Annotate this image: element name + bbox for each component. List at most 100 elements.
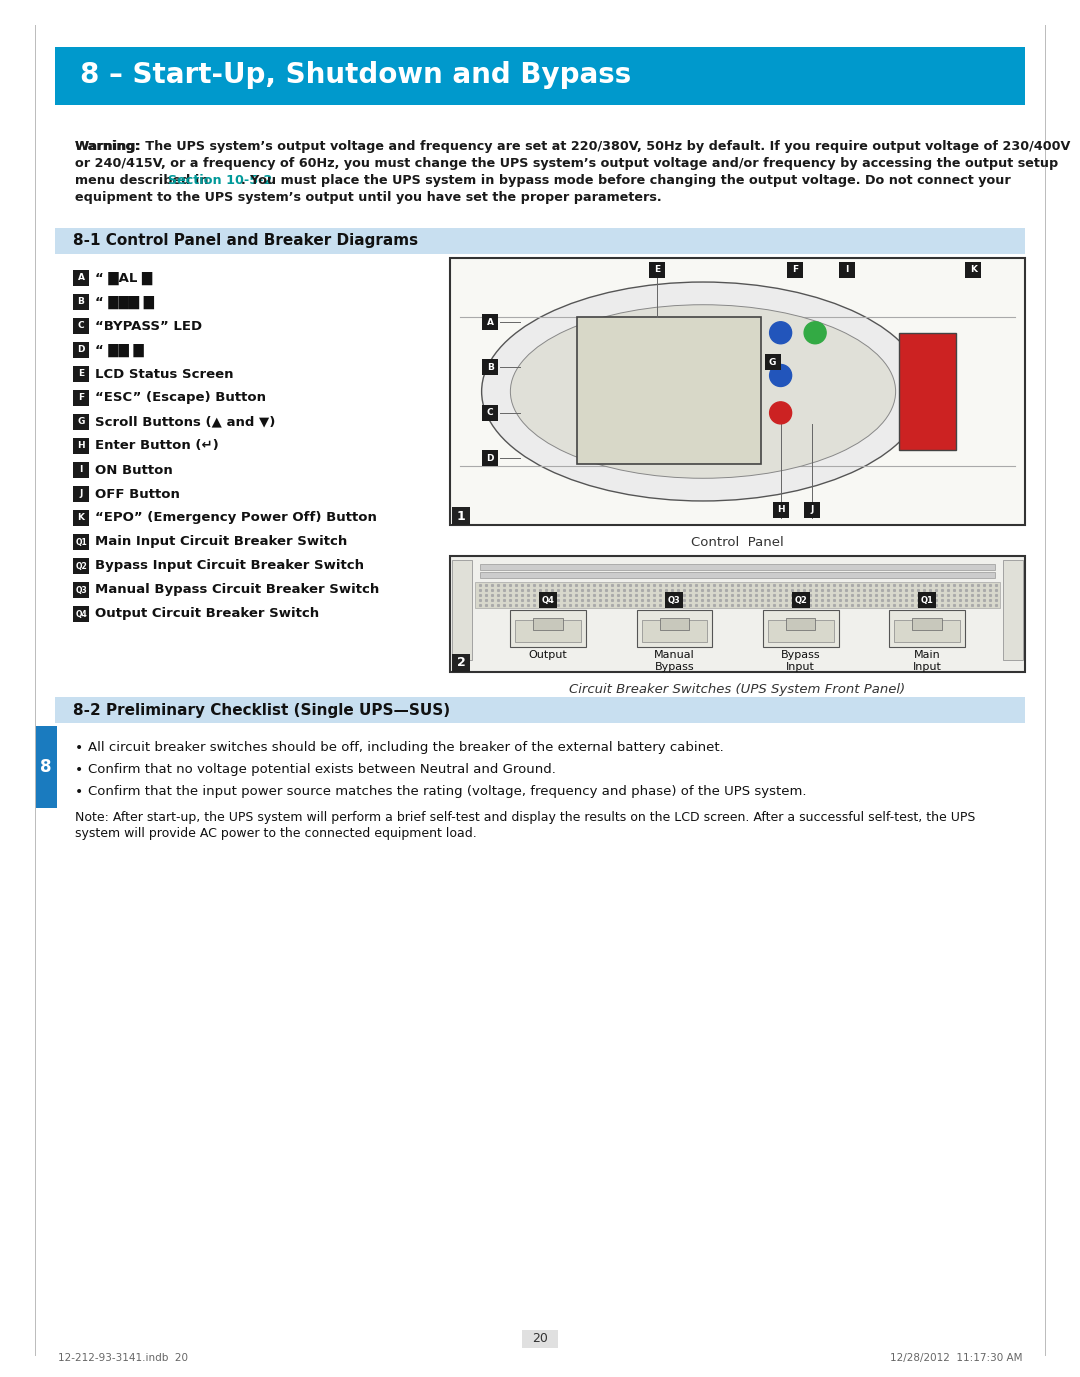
Text: 12/28/2012  11:17:30 AM: 12/28/2012 11:17:30 AM <box>890 1354 1022 1363</box>
Bar <box>450 556 1025 672</box>
Bar <box>73 390 89 406</box>
Text: “ESC” (Escape) Button: “ESC” (Escape) Button <box>95 391 266 405</box>
Bar <box>453 560 472 660</box>
Text: Q3: Q3 <box>669 595 680 605</box>
Text: A: A <box>487 318 494 326</box>
Text: K: K <box>78 514 84 522</box>
Text: Q2: Q2 <box>76 562 86 570</box>
Bar <box>786 618 815 631</box>
Text: Confirm that the input power source matches the rating (voltage, frequency and p: Confirm that the input power source matc… <box>87 785 807 799</box>
Text: Scroll Buttons (▲ and ▼): Scroll Buttons (▲ and ▼) <box>95 416 275 428</box>
Text: 8-2 Preliminary Checklist (Single UPS—SUS): 8-2 Preliminary Checklist (Single UPS—SU… <box>73 702 450 717</box>
Text: Enter Button (↵): Enter Button (↵) <box>95 439 219 453</box>
Text: F: F <box>78 394 84 402</box>
Text: J: J <box>79 489 83 498</box>
Text: C: C <box>487 409 494 417</box>
Text: Q2: Q2 <box>794 595 807 605</box>
Text: E: E <box>653 266 660 274</box>
Text: LCD Status Screen: LCD Status Screen <box>95 368 233 380</box>
Text: Q4: Q4 <box>76 610 86 618</box>
Bar <box>899 333 956 450</box>
Text: G: G <box>769 358 777 366</box>
Bar <box>480 565 995 570</box>
Text: •: • <box>75 741 83 755</box>
Bar <box>894 620 960 642</box>
Bar <box>649 262 665 278</box>
Bar <box>73 534 89 549</box>
Text: C: C <box>78 321 84 330</box>
Text: Q4: Q4 <box>542 595 554 605</box>
Text: . You must place the UPS system in bypass mode before changing the output voltag: . You must place the UPS system in bypas… <box>241 174 1011 187</box>
Text: or 240/415V, or a frequency of 60Hz, you must change the UPS system’s output vol: or 240/415V, or a frequency of 60Hz, you… <box>75 157 1058 169</box>
Text: K: K <box>970 266 976 274</box>
Text: 1: 1 <box>457 509 465 522</box>
Text: Output Circuit Breaker Switch: Output Circuit Breaker Switch <box>95 607 319 621</box>
Text: 8 – Start-Up, Shutdown and Bypass: 8 – Start-Up, Shutdown and Bypass <box>80 61 631 90</box>
Text: G: G <box>78 417 84 427</box>
Bar <box>55 229 1025 253</box>
Text: Section 10-5-2: Section 10-5-2 <box>168 174 272 187</box>
Text: Warning:: Warning: <box>75 140 140 153</box>
Bar <box>772 503 788 518</box>
Text: Circuit Breaker Switches (UPS System Front Panel): Circuit Breaker Switches (UPS System Fro… <box>569 683 905 697</box>
Bar <box>792 592 810 609</box>
Text: ON Button: ON Button <box>95 464 173 476</box>
Text: All circuit breaker switches should be off, including the breaker of the externa: All circuit breaker switches should be o… <box>87 741 724 755</box>
Bar <box>453 654 470 672</box>
Bar <box>73 318 89 335</box>
Bar <box>483 359 498 376</box>
Text: “ █AL █: “ █AL █ <box>95 271 152 285</box>
Bar <box>73 438 89 454</box>
Bar <box>55 47 1025 105</box>
Bar <box>73 295 89 310</box>
Text: equipment to the UPS system’s output until you have set the proper parameters.: equipment to the UPS system’s output unt… <box>75 191 662 204</box>
Text: I: I <box>845 266 849 274</box>
Text: Q3: Q3 <box>76 585 86 595</box>
Text: 12-212-93-3141.indb  20: 12-212-93-3141.indb 20 <box>58 1354 188 1363</box>
Bar <box>787 262 804 278</box>
Text: Control  Panel: Control Panel <box>691 537 784 549</box>
Bar <box>73 486 89 503</box>
Text: 20: 20 <box>532 1333 548 1345</box>
Text: Warning: The UPS system’s output voltage and frequency are set at 220/380V, 50Hz: Warning: The UPS system’s output voltage… <box>75 140 1070 153</box>
Bar <box>805 503 820 518</box>
Bar <box>73 558 89 574</box>
Bar <box>510 610 586 647</box>
Text: “BYPASS” LED: “BYPASS” LED <box>95 319 202 332</box>
Text: Q1: Q1 <box>920 595 933 605</box>
Text: D: D <box>78 346 84 354</box>
Bar <box>1003 560 1023 660</box>
Bar <box>534 618 563 631</box>
Text: Confirm that no voltage potential exists between Neutral and Ground.: Confirm that no voltage potential exists… <box>87 763 556 777</box>
Bar <box>765 354 781 370</box>
Text: Main
Input: Main Input <box>913 650 942 672</box>
Bar <box>839 262 854 278</box>
Bar <box>483 405 498 421</box>
Bar <box>453 507 470 525</box>
Bar <box>889 610 964 647</box>
Text: “ ██ █: “ ██ █ <box>95 343 144 357</box>
Text: •: • <box>75 785 83 799</box>
Text: Q1: Q1 <box>76 537 86 547</box>
Bar <box>73 582 89 598</box>
Bar <box>480 571 995 578</box>
Bar <box>73 366 89 381</box>
Bar <box>35 726 57 808</box>
Bar <box>762 610 838 647</box>
Bar <box>665 592 684 609</box>
Bar <box>483 450 498 467</box>
Text: Bypass Input Circuit Breaker Switch: Bypass Input Circuit Breaker Switch <box>95 559 364 573</box>
Text: menu described in: menu described in <box>75 174 213 187</box>
Text: system will provide AC power to the connected equipment load.: system will provide AC power to the conn… <box>75 828 476 840</box>
Text: Note: After start-up, the UPS system will perform a brief self-test and display : Note: After start-up, the UPS system wil… <box>75 811 975 823</box>
Bar <box>73 270 89 286</box>
Bar <box>522 1330 558 1348</box>
Bar <box>450 257 1025 525</box>
Bar <box>577 317 760 464</box>
Bar <box>73 341 89 358</box>
Text: H: H <box>77 442 85 450</box>
Bar <box>73 606 89 622</box>
Text: Manual Bypass Circuit Breaker Switch: Manual Bypass Circuit Breaker Switch <box>95 584 379 596</box>
Text: Main Input Circuit Breaker Switch: Main Input Circuit Breaker Switch <box>95 536 348 548</box>
Bar <box>966 262 982 278</box>
